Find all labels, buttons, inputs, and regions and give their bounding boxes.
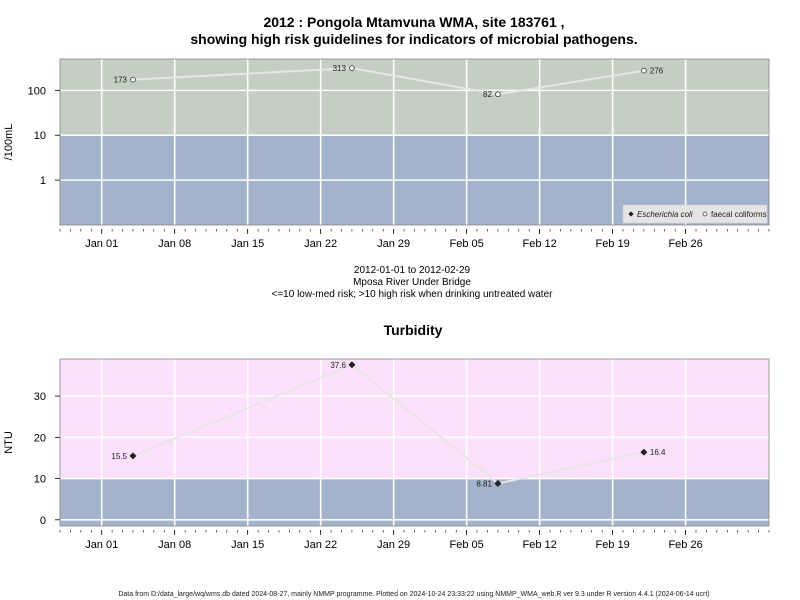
panel0-data-label-0: 173 xyxy=(114,76,128,85)
panel1-frame xyxy=(59,358,770,527)
turbidity-panel: 0 10 20 30 NTU Jan 01 Jan 08 Jan 15 Jan 22 Jan 29… xyxy=(3,358,770,551)
panel0-point-3 xyxy=(641,67,647,74)
panel0-xtick-label-8: Feb 26 xyxy=(668,238,702,250)
panel1-data-label-1: 37.6 xyxy=(330,361,346,370)
panel1-point-3 xyxy=(640,448,648,456)
panel0-xtick-label-7: Feb 19 xyxy=(595,238,629,250)
panel1-high-risk-zone xyxy=(60,359,769,479)
panel1-data-label-0: 15.5 xyxy=(111,452,127,461)
panel1-xtick-label-6: Feb 12 xyxy=(522,539,556,551)
panel0-point-2 xyxy=(495,91,501,98)
panel0-legend: Escherichia coli faecal coliforms xyxy=(622,204,768,224)
panel0-ylabel: /100mL xyxy=(3,124,15,161)
panel0-ytick-label-2: 100 xyxy=(28,85,46,97)
date-range-label: 2012-01-01 to 2012-02-29 xyxy=(354,265,471,276)
panel1-point-1 xyxy=(348,361,356,369)
panel0-xtick-label-5: Feb 05 xyxy=(450,238,484,250)
panel0-point-0 xyxy=(130,76,136,83)
panel0-series-line-0 xyxy=(132,67,645,96)
station-label: Mposa River Under Bridge xyxy=(353,277,471,288)
microbial-panel: 1 10 100/100mL Jan 01 Jan 08 Jan 15 Jan 22 Jan … xyxy=(3,58,770,250)
panel1-xtick-label-2: Jan 15 xyxy=(231,539,264,551)
panel0-legend-box xyxy=(622,204,768,224)
panel1-point-0 xyxy=(129,452,137,460)
panel0-high-risk-zone xyxy=(60,59,769,136)
panel1-xtick-label-5: Feb 05 xyxy=(450,539,484,551)
panel0-legend-marker-1 xyxy=(702,211,708,217)
panel1-xtick-label-3: Jan 22 xyxy=(304,539,337,551)
panel1-point-2 xyxy=(494,479,502,488)
panel1-ytick-label-1: 10 xyxy=(34,474,46,486)
panel0-legend-label-1: faecal coliforms xyxy=(711,210,767,219)
panel1-low-risk-zone xyxy=(60,478,769,526)
panel0-legend-label-0: Escherichia coli xyxy=(637,210,693,219)
guideline-label: <=10 low-med risk; >10 high risk when dr… xyxy=(272,289,554,300)
panel0-xtick-label-4: Jan 29 xyxy=(377,238,410,250)
panel0-data-label-3: 276 xyxy=(650,67,664,76)
panel0-ytick-label-0: 1 xyxy=(40,175,46,187)
panel1-series-line-0 xyxy=(132,363,645,485)
panel1-data-label-3: 16.4 xyxy=(650,448,666,457)
panel1-xtick-label-4: Jan 29 xyxy=(377,539,410,551)
panel1-xtick-label-7: Feb 19 xyxy=(595,539,629,551)
panel1-xtick-label-1: Jan 08 xyxy=(158,539,191,551)
panel1-xtick-label-8: Feb 26 xyxy=(668,539,702,551)
panel1-xtick-label-0: Jan 01 xyxy=(85,539,118,551)
panel1-ytick-label-3: 30 xyxy=(34,391,46,403)
panel0-point-1 xyxy=(349,65,355,71)
panel0-ytick-label-1: 10 xyxy=(34,130,46,142)
chart-title-line1: 2012 : Pongola Mtamvuna WMA, site 183761… xyxy=(263,14,564,30)
panel0-data-label-2: 82 xyxy=(483,90,492,99)
panel0-xtick-label-1: Jan 08 xyxy=(158,238,191,250)
panel1-ytick-label-0: 0 xyxy=(40,515,46,527)
panel0-legend-marker-0 xyxy=(628,211,634,217)
panel0-xtick-label-2: Jan 15 xyxy=(231,238,264,250)
panel1-ytick-label-2: 20 xyxy=(34,432,46,444)
panel1-ylabel: NTU xyxy=(3,431,15,454)
panel0-xtick-label-3: Jan 22 xyxy=(304,238,337,250)
turbidity-title: Turbidity xyxy=(384,322,443,338)
panel1-data-label-2: 8.81 xyxy=(476,479,492,488)
chart-title-line2: showing high risk guidelines for indicat… xyxy=(190,31,637,47)
panel0-frame xyxy=(59,58,770,226)
footer-note: Data from D:/data_large/wq/wms.db dated … xyxy=(118,591,709,598)
panel0-xtick-label-0: Jan 01 xyxy=(85,238,118,250)
panel0-xtick-label-6: Feb 12 xyxy=(522,238,556,250)
panel0-data-label-1: 313 xyxy=(333,64,347,73)
